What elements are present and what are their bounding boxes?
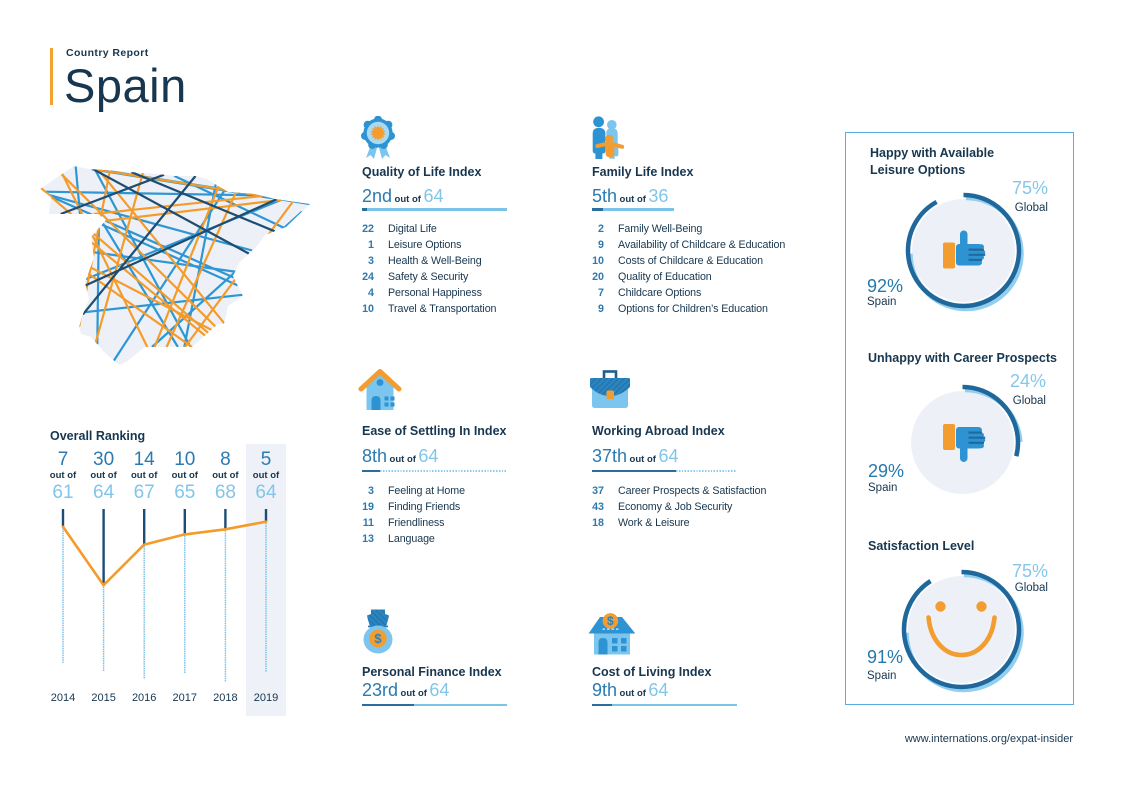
- svg-text:$: $: [374, 631, 382, 646]
- svg-text:$: $: [607, 614, 614, 628]
